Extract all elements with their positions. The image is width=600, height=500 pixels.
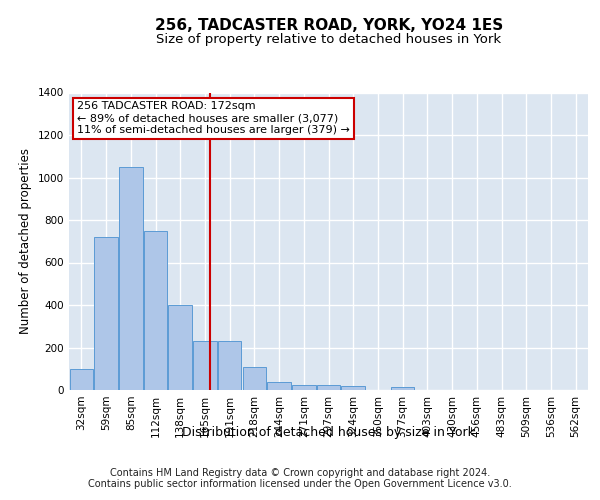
Bar <box>218 341 241 390</box>
Bar <box>242 366 266 390</box>
Bar <box>70 369 93 390</box>
Text: Contains HM Land Registry data © Crown copyright and database right 2024.: Contains HM Land Registry data © Crown c… <box>110 468 490 477</box>
Text: Size of property relative to detached houses in York: Size of property relative to detached ho… <box>156 32 502 46</box>
Bar <box>94 237 118 390</box>
Text: Distribution of detached houses by size in York: Distribution of detached houses by size … <box>182 426 475 439</box>
Bar <box>391 387 415 390</box>
Text: 256 TADCASTER ROAD: 172sqm
← 89% of detached houses are smaller (3,077)
11% of s: 256 TADCASTER ROAD: 172sqm ← 89% of deta… <box>77 102 350 134</box>
Y-axis label: Number of detached properties: Number of detached properties <box>19 148 32 334</box>
Bar <box>317 384 340 390</box>
Bar <box>169 305 192 390</box>
Text: Contains public sector information licensed under the Open Government Licence v3: Contains public sector information licen… <box>88 479 512 489</box>
Bar <box>292 384 316 390</box>
Bar <box>341 386 365 390</box>
Bar <box>268 382 291 390</box>
Bar <box>119 167 143 390</box>
Text: 256, TADCASTER ROAD, YORK, YO24 1ES: 256, TADCASTER ROAD, YORK, YO24 1ES <box>155 18 503 32</box>
Bar <box>144 230 167 390</box>
Bar <box>193 341 217 390</box>
